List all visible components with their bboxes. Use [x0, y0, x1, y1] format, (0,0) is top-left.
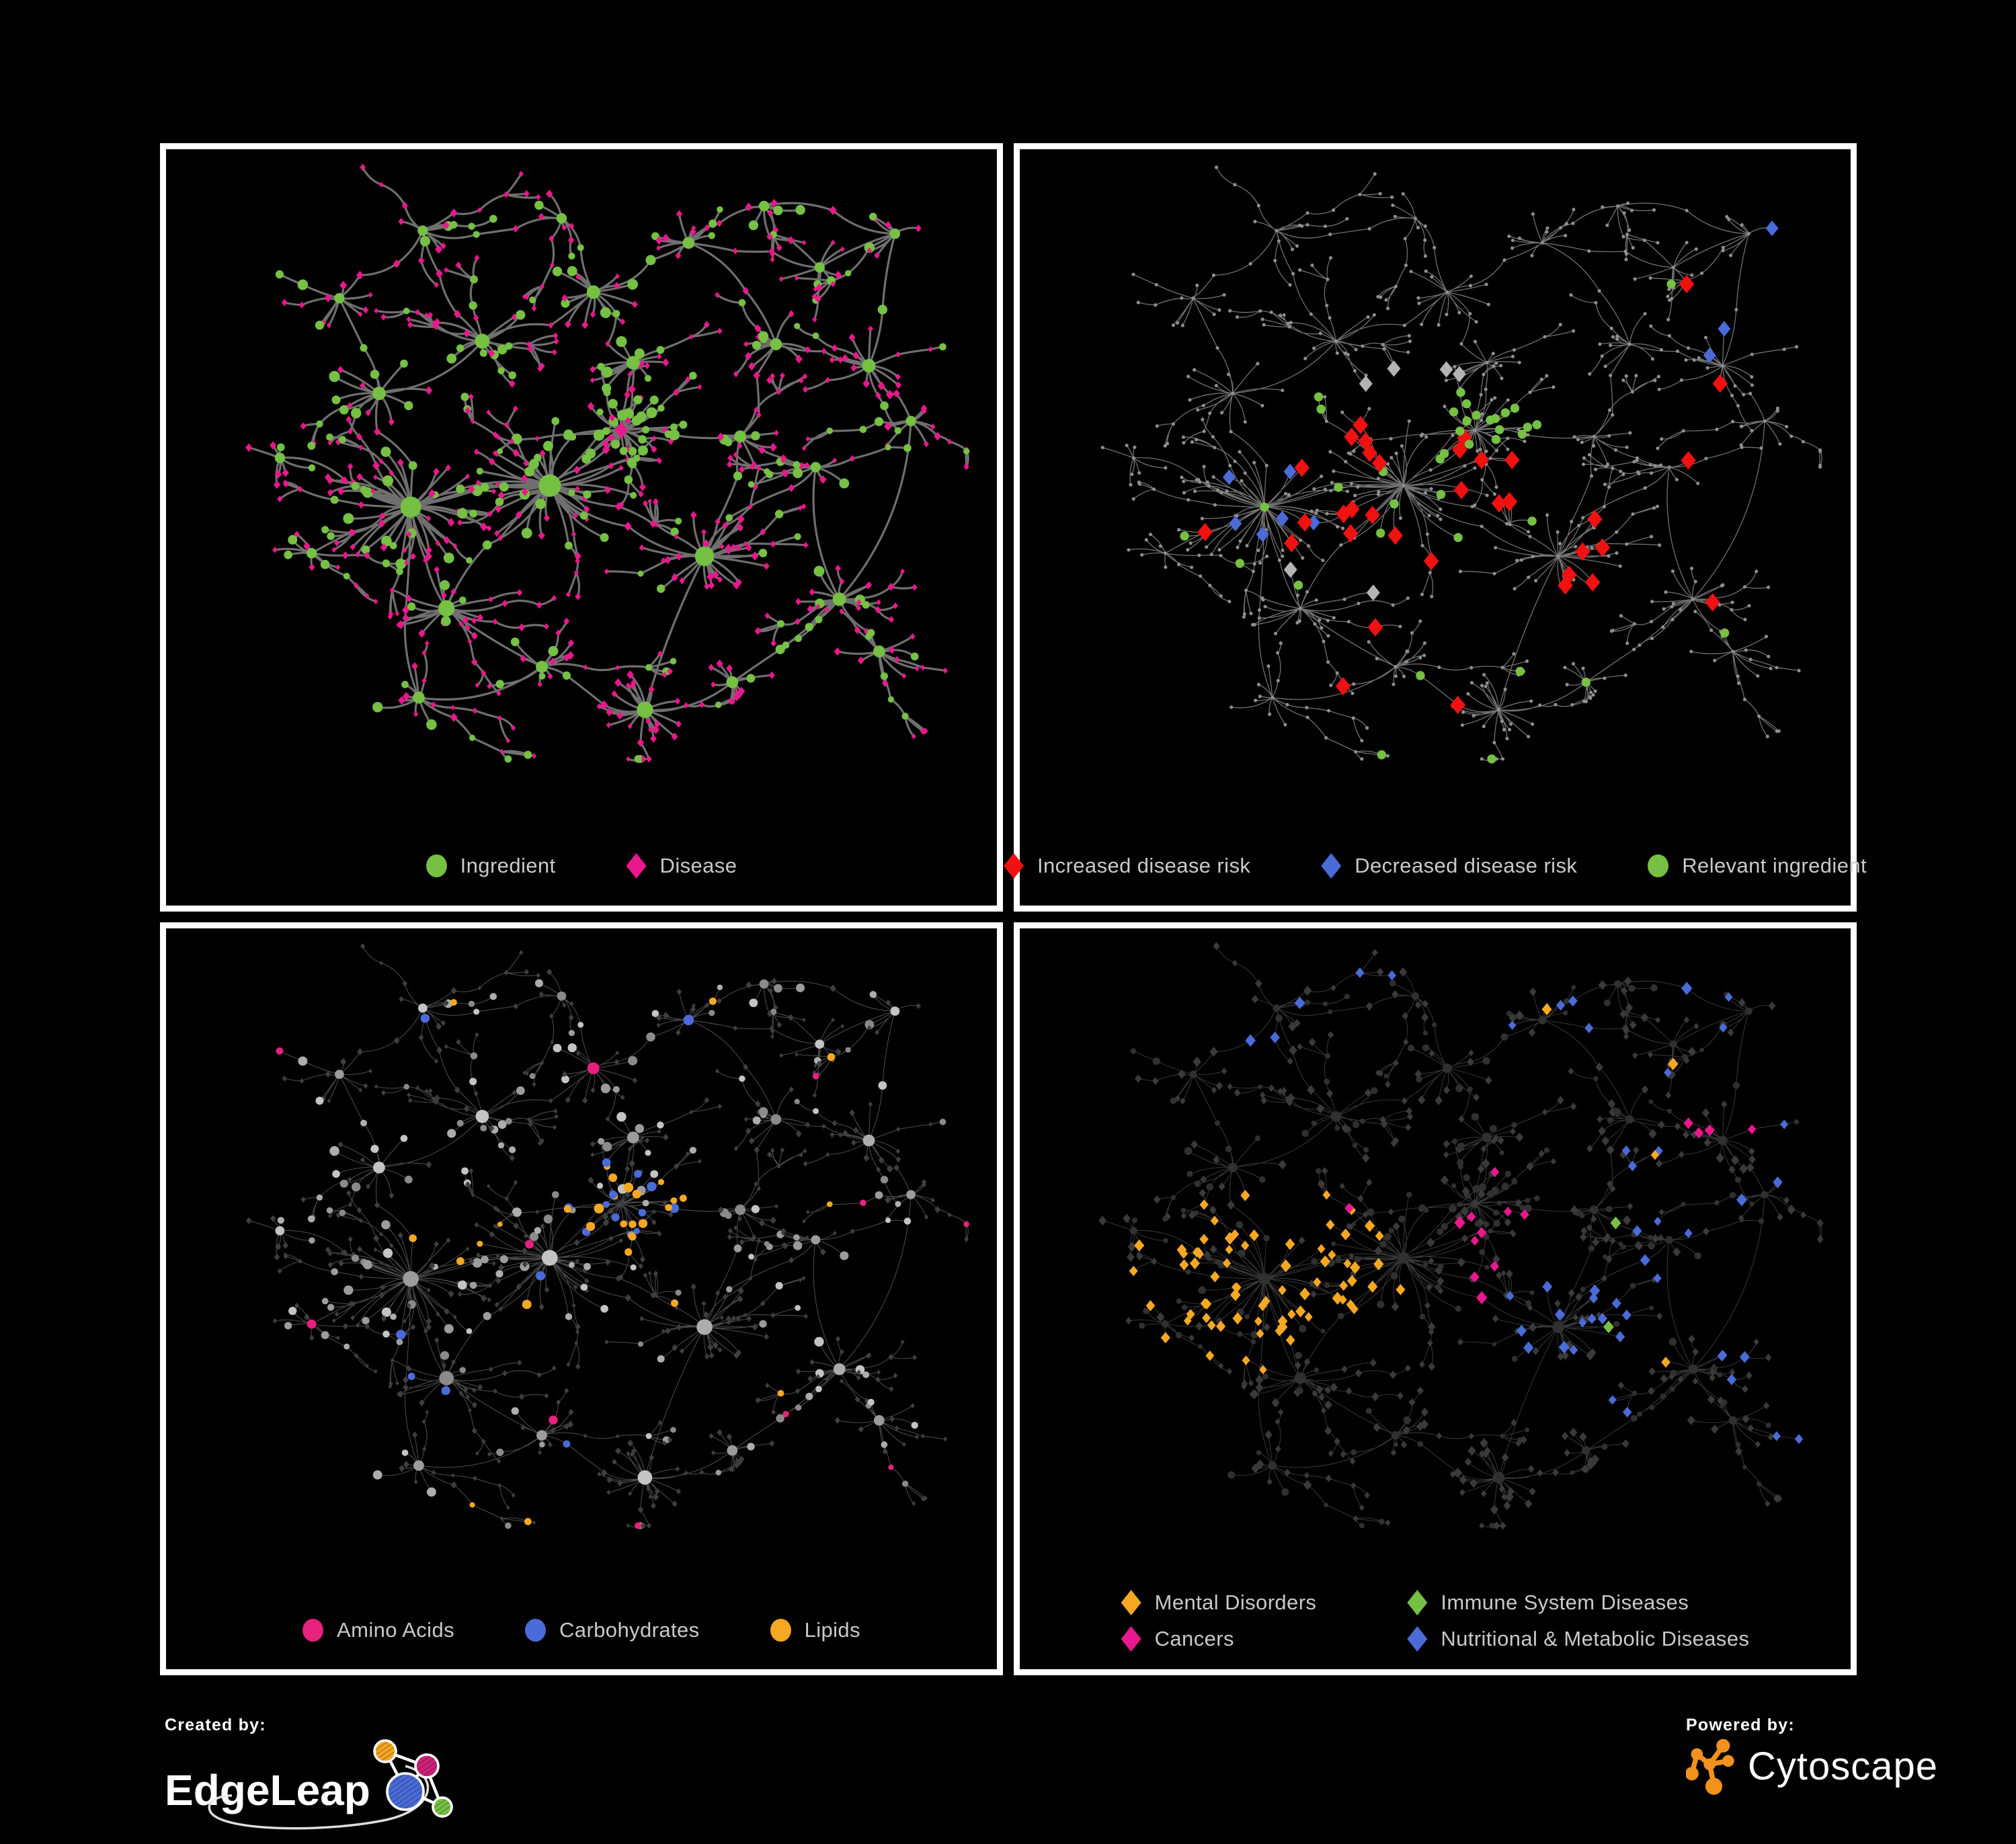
legend-label: Relevant ingredient [1682, 854, 1867, 877]
legend-item-cancers: Cancers [1121, 1626, 1234, 1652]
legend-item-lipids: Lipids [770, 1618, 860, 1642]
legend-nutrient-classes: Amino Acids Carbohydrates Lipids [166, 1618, 997, 1642]
legend-item-relevant-ingredient: Relevant ingredient [1648, 854, 1867, 878]
legend-label: Carbohydrates [559, 1618, 700, 1642]
panel-ingredient-disease: Ingredient Disease [160, 143, 1003, 912]
legend-item-amino-acids: Amino Acids [303, 1618, 454, 1642]
diamond-marker-icon [1407, 1626, 1428, 1652]
edgeleap-wordmark: EdgeLeap [165, 1766, 370, 1814]
legend-ingredient-disease: Ingredient Disease [166, 853, 997, 879]
legend-label: Ingredient [460, 854, 556, 877]
circle-marker-icon [303, 1619, 324, 1642]
diamond-marker-icon [1004, 853, 1024, 879]
legend-item-nutritional-metabolic-diseases: Nutritional & Metabolic Diseases [1407, 1626, 1749, 1652]
diamond-marker-icon [1121, 1590, 1141, 1615]
legend-label: Decreased disease risk [1355, 854, 1578, 877]
network-canvas-ingredient-disease [245, 163, 970, 763]
diamond-marker-icon [626, 853, 647, 879]
circle-marker-icon [770, 1619, 791, 1642]
created-by-branding: Created by: EdgeLeap [165, 1716, 467, 1844]
legend-item-ingredient: Ingredient [426, 854, 556, 878]
edgeleap-logo-icon [208, 1739, 453, 1830]
legend-label: Nutritional & Metabolic Diseases [1441, 1627, 1750, 1650]
powered-by-branding: Powered by: Cytosc [1686, 1716, 1938, 1796]
panel-disease-categories: Mental Disorders Immune System Diseases Ca… [1014, 922, 1857, 1675]
legend-label: Increased disease risk [1037, 854, 1251, 877]
legend-disease-risk: Increased disease risk Decreased disease … [1004, 853, 1867, 879]
legend-item-decreased-disease-risk: Decreased disease risk [1321, 853, 1577, 879]
circle-marker-icon [426, 854, 447, 877]
legend-disease-categories: Mental Disorders Immune System Diseases Ca… [1121, 1590, 1750, 1652]
panel-disease-risk: Increased disease risk Decreased disease … [1004, 143, 1867, 912]
legend-item-increased-disease-risk: Increased disease risk [1004, 853, 1250, 879]
legend-label: Mental Disorders [1154, 1591, 1317, 1614]
diamond-marker-icon [1407, 1590, 1428, 1615]
powered-by-label: Powered by: [1686, 1716, 1795, 1734]
legend-label: Lipids [804, 1618, 860, 1642]
circle-marker-icon [1648, 854, 1669, 877]
diamond-marker-icon [1121, 1626, 1141, 1652]
legend-label: Immune System Diseases [1441, 1591, 1689, 1614]
legend-item-mental-disorders: Mental Disorders [1121, 1590, 1317, 1615]
cytoscape-wordmark: Cytoscape [1748, 1744, 1939, 1788]
legend-label: Disease [659, 854, 737, 877]
network-canvas-disease-categories [1098, 942, 1824, 1530]
legend-label: Amino Acids [337, 1618, 455, 1642]
network-canvas-nutrient-classes [245, 943, 969, 1529]
legend-item-carbohydrates: Carbohydrates [525, 1618, 700, 1642]
cytoscape-logo-icon [1686, 1738, 1734, 1795]
panel-nutrient-classes: Amino Acids Carbohydrates Lipids [160, 922, 1003, 1675]
legend-item-disease: Disease [626, 853, 737, 879]
diamond-marker-icon [1321, 853, 1342, 879]
legend-item-immune-system-diseases: Immune System Diseases [1407, 1590, 1689, 1615]
network-canvas-disease-risk [1100, 165, 1822, 764]
created-by-label: Created by: [165, 1716, 266, 1734]
circle-marker-icon [525, 1619, 547, 1642]
legend-label: Cancers [1154, 1627, 1234, 1650]
